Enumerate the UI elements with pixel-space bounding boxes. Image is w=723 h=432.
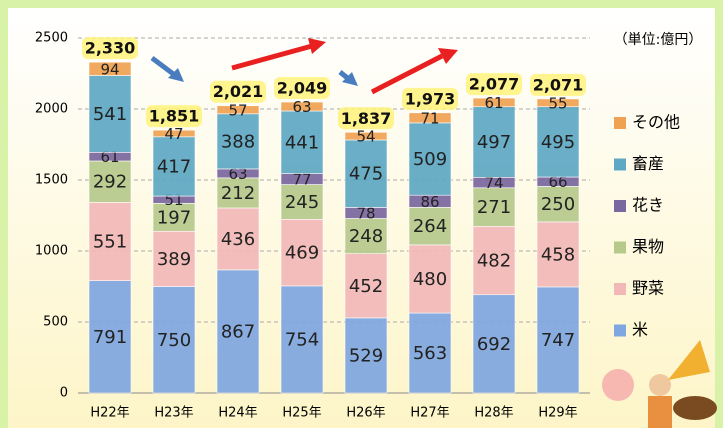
- x-tick-label: H25年: [282, 406, 321, 421]
- value-label: 388: [221, 131, 255, 152]
- value-label: 480: [413, 269, 447, 290]
- legend-swatch: [614, 242, 626, 254]
- legend-swatch: [614, 325, 626, 337]
- x-tick-label: H23年: [154, 406, 193, 421]
- total-label: 1,837: [341, 109, 392, 128]
- farmer: [649, 374, 671, 396]
- value-label: 389: [157, 249, 191, 270]
- total-label: 1,851: [149, 107, 200, 126]
- value-label: 54: [356, 128, 375, 146]
- unit-note: （単位:億円）: [614, 32, 703, 48]
- x-tick-label: H24年: [218, 406, 257, 421]
- total-label: 2,049: [277, 79, 328, 98]
- value-label: 271: [477, 197, 511, 218]
- value-label: 867: [221, 321, 255, 342]
- x-tick-label: H29年: [538, 406, 577, 421]
- farmer-body: [648, 396, 672, 428]
- total-label: 1,973: [405, 89, 456, 108]
- x-tick-label: H26年: [346, 406, 385, 421]
- legend-label: その他: [632, 113, 680, 132]
- legend-swatch: [614, 159, 626, 171]
- legend-label: 花き: [632, 196, 664, 215]
- value-label: 264: [413, 216, 447, 237]
- value-label: 469: [285, 243, 319, 264]
- value-label: 436: [221, 229, 255, 250]
- value-label: 692: [477, 334, 511, 355]
- value-label: 452: [349, 276, 383, 297]
- peach: [602, 369, 634, 401]
- value-label: 94: [100, 60, 119, 78]
- x-tick-label: H28年: [474, 406, 513, 421]
- value-label: 458: [541, 244, 575, 265]
- value-label: 750: [157, 330, 191, 351]
- value-label: 497: [477, 132, 511, 153]
- value-label: 417: [157, 156, 191, 177]
- y-tick-label: 1000: [35, 244, 68, 259]
- total-label: 2,021: [213, 82, 264, 101]
- total-label: 2,077: [469, 75, 520, 94]
- legend-swatch: [614, 283, 626, 295]
- value-label: 245: [285, 192, 319, 213]
- legend-label: 果物: [632, 237, 664, 256]
- total-label: 2,071: [533, 75, 584, 94]
- legend-label: 野菜: [632, 279, 664, 298]
- value-label: 197: [157, 207, 191, 228]
- value-label: 475: [349, 164, 383, 185]
- value-label: 551: [93, 232, 127, 253]
- legend-swatch: [614, 117, 626, 129]
- chart: （単位:億円） 0 500 1000 1500 2000 2500 H22年 791 551 29…: [0, 0, 723, 428]
- value-label: 563: [413, 343, 447, 364]
- value-label: 541: [93, 104, 127, 125]
- y-tick-label: 2500: [35, 31, 68, 46]
- y-tick-label: 1500: [35, 173, 68, 188]
- value-label: 482: [477, 251, 511, 272]
- value-label: 47: [164, 125, 183, 143]
- value-label: 212: [221, 183, 255, 204]
- legend-label: 畜産: [632, 154, 664, 173]
- value-label: 747: [541, 330, 575, 351]
- value-label: 509: [413, 149, 447, 170]
- value-label: 250: [541, 194, 575, 215]
- legend-swatch: [614, 200, 626, 212]
- value-label: 63: [292, 98, 311, 116]
- value-label: 248: [349, 226, 383, 247]
- x-tick-label: H22年: [90, 406, 129, 421]
- cow: [673, 396, 717, 420]
- y-tick-label: 0: [60, 386, 68, 401]
- value-label: 791: [93, 327, 127, 348]
- value-label: 57: [228, 101, 247, 119]
- value-label: 86: [420, 193, 439, 211]
- legend-label: 米: [632, 320, 648, 339]
- value-label: 529: [349, 345, 383, 366]
- x-tick-label: H27年: [410, 406, 449, 421]
- value-label: 55: [548, 94, 567, 112]
- y-tick-label: 500: [43, 315, 68, 330]
- total-label: 2,330: [85, 39, 136, 58]
- value-label: 71: [420, 109, 439, 127]
- y-tick-label: 2000: [35, 102, 68, 117]
- value-label: 61: [484, 94, 503, 112]
- value-label: 441: [285, 132, 319, 153]
- value-label: 292: [93, 172, 127, 193]
- value-label: 754: [285, 329, 319, 350]
- value-label: 495: [541, 132, 575, 153]
